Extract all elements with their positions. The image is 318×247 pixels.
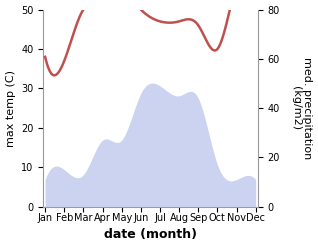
Y-axis label: med. precipitation
(kg/m2): med. precipitation (kg/m2) — [291, 57, 313, 159]
Y-axis label: max temp (C): max temp (C) — [5, 70, 16, 147]
X-axis label: date (month): date (month) — [104, 228, 197, 242]
